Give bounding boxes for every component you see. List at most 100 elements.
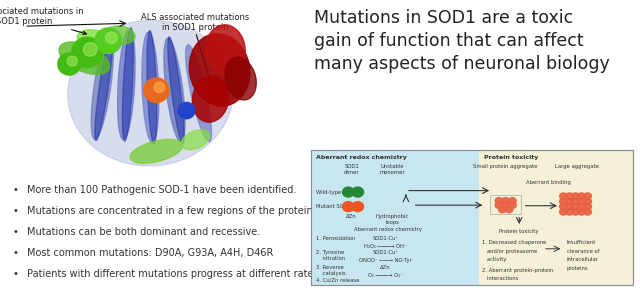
- Circle shape: [578, 198, 586, 205]
- FancyBboxPatch shape: [479, 150, 633, 285]
- Text: clearance of: clearance of: [567, 249, 599, 254]
- Ellipse shape: [77, 30, 115, 52]
- Ellipse shape: [193, 76, 228, 122]
- Ellipse shape: [147, 31, 157, 144]
- Ellipse shape: [181, 130, 210, 150]
- Circle shape: [566, 198, 573, 205]
- Text: Aberrant redox chemistry: Aberrant redox chemistry: [354, 227, 422, 232]
- Text: •: •: [12, 206, 18, 216]
- Text: Small protein aggregate: Small protein aggregate: [474, 164, 538, 169]
- Text: Protein toxicity: Protein toxicity: [484, 155, 538, 160]
- Text: 3. Reverse
    catalysis: 3. Reverse catalysis: [316, 265, 346, 276]
- Text: SOD1·Cu⁺: SOD1·Cu⁺: [372, 250, 399, 255]
- Circle shape: [509, 202, 516, 208]
- Ellipse shape: [142, 32, 159, 143]
- Circle shape: [499, 206, 506, 213]
- Text: 1. Decreased chaperone: 1. Decreased chaperone: [482, 240, 547, 245]
- Circle shape: [67, 56, 77, 66]
- Text: •: •: [12, 248, 18, 258]
- Text: Hydrophobic
loops: Hydrophobic loops: [376, 214, 409, 225]
- Text: intracellular: intracellular: [567, 257, 599, 262]
- Circle shape: [342, 187, 354, 197]
- Text: H₂O₂ ────→ OH⁻: H₂O₂ ────→ OH⁻: [364, 244, 407, 249]
- Text: Aberrant binding: Aberrant binding: [526, 180, 571, 185]
- Text: Patients with different mutations progress at different rates: Patients with different mutations progre…: [27, 269, 319, 278]
- Circle shape: [559, 203, 567, 210]
- Ellipse shape: [106, 26, 135, 44]
- Circle shape: [502, 202, 509, 208]
- FancyBboxPatch shape: [311, 150, 479, 285]
- Ellipse shape: [164, 38, 185, 142]
- Text: ΔZn: ΔZn: [346, 214, 357, 219]
- Text: SOD1
dimer: SOD1 dimer: [344, 164, 360, 175]
- Circle shape: [95, 28, 122, 54]
- Circle shape: [584, 209, 591, 215]
- Text: 1. Peroxidation: 1. Peroxidation: [316, 236, 355, 241]
- Circle shape: [72, 37, 103, 68]
- Ellipse shape: [130, 139, 182, 163]
- Ellipse shape: [68, 20, 233, 166]
- Circle shape: [352, 187, 364, 197]
- Text: SOD1·Cu⁺: SOD1·Cu⁺: [372, 236, 399, 241]
- Text: activity: activity: [482, 257, 506, 262]
- Text: Wild-type SOD1: Wild-type SOD1: [316, 189, 358, 195]
- Text: 4. Cu/Zn release: 4. Cu/Zn release: [316, 277, 360, 282]
- Circle shape: [559, 193, 567, 199]
- Text: 2. Aberrant protein-protein: 2. Aberrant protein-protein: [482, 268, 553, 273]
- Circle shape: [578, 193, 586, 199]
- Ellipse shape: [168, 37, 184, 144]
- Circle shape: [178, 102, 195, 119]
- Circle shape: [584, 198, 591, 205]
- Circle shape: [572, 198, 579, 205]
- Text: Mutations can be both dominant and recessive.: Mutations can be both dominant and reces…: [27, 227, 260, 237]
- Text: ΔZn: ΔZn: [380, 265, 391, 270]
- Text: interactions: interactions: [482, 276, 518, 281]
- Text: Unstable
monomer: Unstable monomer: [380, 164, 405, 175]
- Text: Mutations in SOD1 are a toxic
gain of function that can affect
many aspects of n: Mutations in SOD1 are a toxic gain of fu…: [314, 9, 610, 72]
- Text: proteins: proteins: [567, 266, 588, 271]
- Circle shape: [154, 82, 165, 93]
- Circle shape: [559, 198, 567, 205]
- Circle shape: [559, 209, 567, 215]
- Circle shape: [566, 209, 573, 215]
- Text: ALS associated mutations in
SOD1 protein: ALS associated mutations in SOD1 protein: [0, 7, 86, 35]
- Circle shape: [584, 203, 591, 210]
- Text: ALS associated mutations
in SOD1 protein: ALS associated mutations in SOD1 protein: [141, 13, 250, 55]
- Circle shape: [495, 198, 502, 204]
- Ellipse shape: [59, 42, 109, 74]
- Ellipse shape: [118, 29, 135, 140]
- Ellipse shape: [95, 34, 113, 141]
- Text: •: •: [12, 227, 18, 237]
- Circle shape: [572, 193, 579, 199]
- Circle shape: [572, 203, 579, 210]
- Ellipse shape: [189, 34, 250, 106]
- Text: •: •: [12, 185, 18, 195]
- Text: •: •: [12, 269, 18, 278]
- Text: O₂ ────→ O₂⁻: O₂ ────→ O₂⁻: [368, 273, 403, 278]
- Text: Protein toxicity: Protein toxicity: [499, 229, 539, 234]
- Text: Large aggregate: Large aggregate: [555, 164, 599, 169]
- Circle shape: [106, 32, 117, 44]
- Circle shape: [502, 198, 509, 204]
- Circle shape: [509, 198, 516, 204]
- Circle shape: [584, 193, 591, 199]
- Circle shape: [572, 209, 579, 215]
- Ellipse shape: [225, 57, 256, 100]
- Circle shape: [578, 209, 586, 215]
- Text: ONOO⁻ ───→ NO·Tyr: ONOO⁻ ───→ NO·Tyr: [359, 258, 412, 263]
- Ellipse shape: [186, 45, 211, 141]
- Text: More than 100 Pathogenic SOD-1 have been identified.: More than 100 Pathogenic SOD-1 have been…: [27, 185, 296, 195]
- Text: Insufficient: Insufficient: [567, 240, 596, 245]
- Circle shape: [352, 202, 364, 212]
- Circle shape: [58, 53, 81, 75]
- Ellipse shape: [91, 36, 113, 139]
- Circle shape: [578, 203, 586, 210]
- Text: Mutant SOD1: Mutant SOD1: [316, 204, 351, 209]
- Ellipse shape: [206, 25, 245, 74]
- Circle shape: [342, 202, 354, 212]
- Text: Most common mutations: D90A, G93A, A4H, D46R: Most common mutations: D90A, G93A, A4H, …: [27, 248, 273, 258]
- Circle shape: [495, 202, 502, 208]
- Text: Aberrant redox chemistry: Aberrant redox chemistry: [316, 155, 407, 160]
- Text: Mutations are concentrated in a few regions of the protein.: Mutations are concentrated in a few regi…: [27, 206, 316, 216]
- Ellipse shape: [122, 28, 133, 141]
